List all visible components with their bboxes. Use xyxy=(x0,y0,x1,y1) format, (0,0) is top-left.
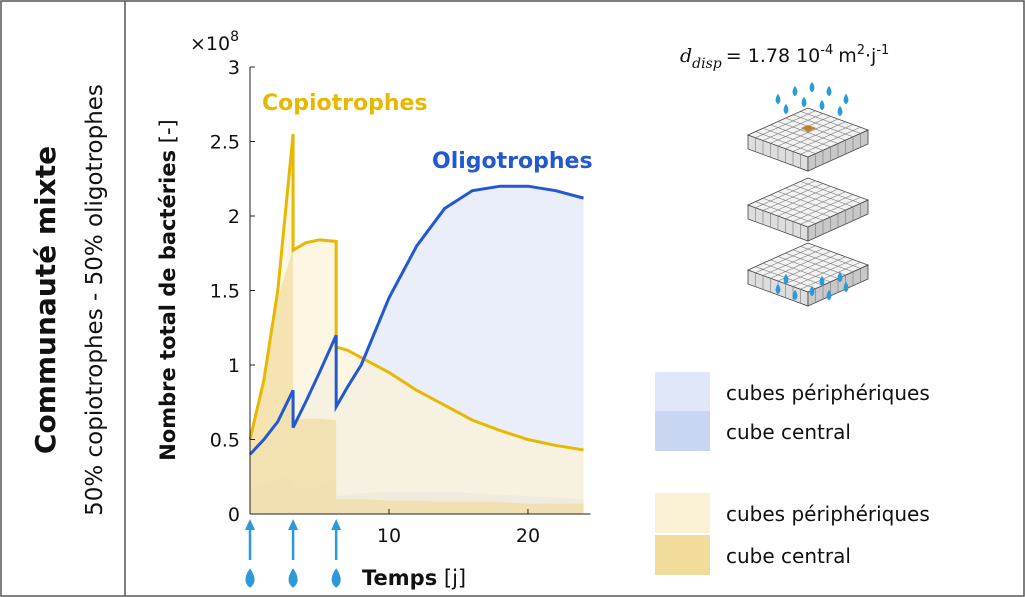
area xyxy=(250,248,584,514)
water-drop xyxy=(819,275,825,287)
grid-cell xyxy=(785,117,846,141)
y-tick-label: 1 xyxy=(228,355,240,377)
grid-cell xyxy=(800,246,861,269)
y-unit: [-] xyxy=(156,119,180,143)
y-axis-title: Nombre total de bactéries [-] xyxy=(156,119,180,460)
grid-cell xyxy=(777,118,839,147)
grid-cell xyxy=(792,184,854,208)
grid-cell xyxy=(800,196,861,225)
water-drop xyxy=(809,81,815,93)
y-tick-label: 3 xyxy=(228,57,240,79)
d-unit2-exp: -1 xyxy=(876,43,889,58)
grid-cell xyxy=(777,253,839,282)
grid-cell xyxy=(785,121,846,150)
grid-cell xyxy=(792,249,854,273)
line xyxy=(248,184,584,456)
d-unit-exp: 2 xyxy=(857,43,865,58)
grid-cell xyxy=(785,256,846,285)
water-drop xyxy=(783,103,789,115)
water-drop xyxy=(843,281,849,293)
x-label: Temps xyxy=(362,566,437,590)
water-drop xyxy=(837,271,843,283)
x-tick-label: 10 xyxy=(377,525,401,547)
panel-subtitle: 50% copiotrophes - 50% oligotrophes xyxy=(82,84,108,516)
event-arrowhead xyxy=(288,519,299,530)
water-drop xyxy=(809,285,815,297)
grid-cell xyxy=(785,187,846,211)
grid-cell xyxy=(800,126,861,155)
grid-cell xyxy=(800,181,861,204)
water-drop xyxy=(826,289,832,301)
grid-cell xyxy=(800,261,861,290)
multiplier-base: ×10 xyxy=(190,33,230,55)
water-drop xyxy=(801,96,807,108)
legend-label: cube central xyxy=(726,420,851,444)
multiplier-exp: 8 xyxy=(230,29,239,45)
d-exp: -4 xyxy=(820,43,833,58)
x-axis-title: Temps [j] xyxy=(362,566,466,590)
event-arrowhead xyxy=(331,519,342,530)
event-arrowhead xyxy=(245,519,255,530)
water-drop xyxy=(819,99,825,111)
grid-cell xyxy=(785,252,846,276)
diffusion-label: ddisp = 1.78 10-4 m2·j-1 xyxy=(680,43,889,72)
legend-swatch xyxy=(655,493,710,533)
y-tick-label: 2 xyxy=(228,206,240,228)
y-tick-label: 0 xyxy=(228,504,240,526)
legend-swatch xyxy=(655,411,710,451)
water-drop xyxy=(783,273,789,285)
cube-diagram xyxy=(746,81,870,307)
legend-swatch xyxy=(655,535,710,575)
legend-swatch xyxy=(655,372,710,412)
grid-cell xyxy=(792,194,854,222)
y-tick-label: 0.5 xyxy=(210,430,240,452)
d-unit2: ·j xyxy=(865,45,876,67)
d-unit: m xyxy=(838,45,857,67)
legend-label: cubes périphériques xyxy=(726,502,930,526)
water-drop xyxy=(843,93,849,105)
grid-cell xyxy=(792,114,854,138)
line xyxy=(248,133,584,452)
water-drop xyxy=(775,283,781,295)
legend-label: cube central xyxy=(726,544,851,568)
water-drop xyxy=(826,85,832,97)
central-cube xyxy=(801,125,816,132)
d-value: = 1.78 10 xyxy=(726,45,820,67)
grid-cell xyxy=(785,191,846,220)
dosing-event xyxy=(245,519,255,588)
water-drop xyxy=(837,105,843,117)
y-multiplier: ×108 xyxy=(190,29,239,55)
grid-cell xyxy=(777,188,839,217)
legend-label: cubes périphériques xyxy=(726,381,930,405)
grid-cell xyxy=(800,111,861,134)
d-subscript: disp xyxy=(692,56,722,72)
grid-cell xyxy=(792,124,854,152)
x-tick-label: 20 xyxy=(516,525,540,547)
water-drop xyxy=(245,568,255,588)
y-tick-label: 1.5 xyxy=(210,281,240,303)
y-tick-label: 2.5 xyxy=(210,132,240,154)
water-drop xyxy=(792,289,798,301)
series-label: Oligotrophes xyxy=(432,149,593,174)
dosing-event xyxy=(331,519,342,588)
water-drop xyxy=(331,568,341,588)
panel-title: Communauté mixte xyxy=(29,146,62,454)
series-label: Copiotrophes xyxy=(262,91,428,116)
water-drop xyxy=(775,93,781,105)
grid-cell xyxy=(792,259,854,287)
y-label: Nombre total de bactéries xyxy=(156,150,180,461)
d-symbol: d xyxy=(680,45,692,67)
water-drop xyxy=(792,85,798,97)
x-unit: [j] xyxy=(444,566,466,590)
water-drop xyxy=(288,568,298,588)
dosing-event xyxy=(288,519,299,588)
area xyxy=(250,134,584,515)
